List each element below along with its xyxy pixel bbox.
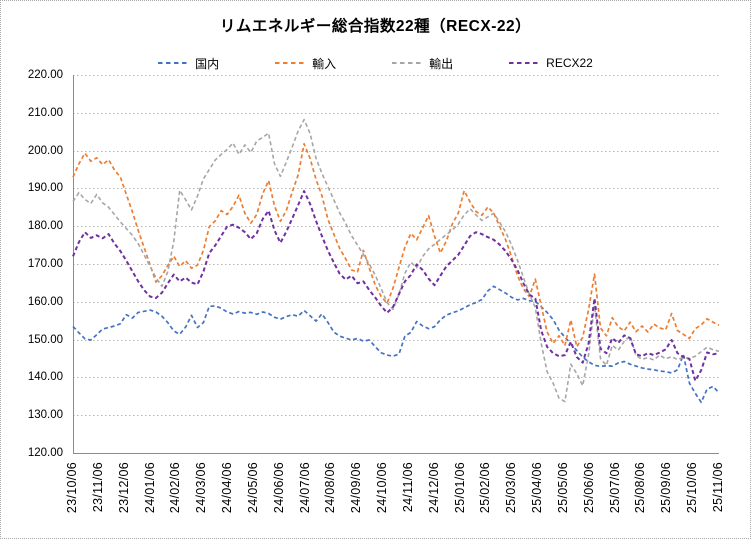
x-axis-label: 24/02/06 [168, 462, 183, 514]
x-axis-label: 25/04/06 [530, 462, 545, 514]
x-axis-label: 24/07/06 [297, 462, 312, 514]
legend-label-domestic: 国内 [195, 56, 220, 71]
x-axis-label: 24/01/06 [142, 462, 157, 514]
x-axis-label: 23/12/06 [116, 462, 131, 514]
x-axis-label: 24/12/06 [426, 462, 441, 514]
x-axis-label: 24/03/06 [194, 462, 209, 514]
x-axis-label: 25/11/06 [711, 462, 725, 513]
legend: 国内 輸入 輸出 RECX22 [1, 54, 750, 72]
series-line-RECX22 [72, 190, 720, 382]
y-axis-label: 190.00 [27, 182, 63, 195]
x-axis-label: 25/10/06 [685, 462, 700, 514]
y-axis-label: 130.00 [27, 409, 63, 422]
import-line-sample-icon [275, 61, 308, 65]
legend-label-import: 輸入 [312, 56, 337, 71]
legend-label-export: 輸出 [429, 56, 454, 71]
legend-label-recx22: RECX22 [546, 56, 593, 70]
y-axis-label: 120.00 [27, 447, 63, 459]
series-line-輸入 [72, 142, 720, 348]
x-axis-label: 24/11/06 [400, 462, 415, 513]
x-axis-label: 25/07/06 [607, 462, 622, 514]
x-axis-label: 23/11/06 [90, 462, 105, 513]
y-axis-label: 200.00 [27, 144, 63, 157]
legend-item-recx22: RECX22 [509, 56, 593, 70]
x-axis-label: 25/05/06 [555, 462, 570, 514]
y-axis-label: 140.00 [27, 371, 63, 384]
x-axis-label: 25/01/06 [452, 462, 467, 514]
y-axis-label: 170.00 [27, 258, 63, 270]
y-axis-label: 160.00 [27, 295, 63, 308]
x-axis-label: 25/06/06 [581, 462, 596, 514]
x-axis-label: 23/10/06 [65, 462, 79, 514]
series-line-国内 [72, 285, 720, 404]
x-axis-label: 25/03/06 [504, 462, 519, 514]
chart-title: リムエネルギー総合指数22種（RECX-22） [219, 18, 532, 35]
x-axis-label: 24/06/06 [271, 462, 286, 514]
x-axis-label: 24/09/06 [349, 462, 364, 514]
x-axis-label: 24/04/06 [220, 462, 235, 514]
y-axis-label: 210.00 [27, 106, 63, 119]
legend-item-domestic: 国内 [158, 55, 219, 72]
legend-item-export: 輸出 [392, 55, 453, 72]
recx22-line-sample-icon [509, 61, 542, 65]
x-axis-label: 24/05/06 [245, 462, 260, 514]
series-line-輸出 [72, 118, 720, 403]
x-axis-label: 24/10/06 [375, 462, 390, 514]
y-axis-label: 180.00 [27, 220, 63, 233]
x-axis-label: 25/08/06 [633, 462, 648, 514]
y-axis-label: 150.00 [27, 333, 63, 346]
domestic-line-sample-icon [158, 61, 191, 65]
x-axis-label: 25/02/06 [478, 462, 493, 514]
x-axis-label: 25/09/06 [659, 462, 674, 514]
y-axis-label: 220.00 [27, 69, 63, 81]
x-axis-label: 24/08/06 [323, 462, 338, 514]
legend-item-import: 輸入 [275, 55, 336, 72]
export-line-sample-icon [392, 61, 425, 65]
